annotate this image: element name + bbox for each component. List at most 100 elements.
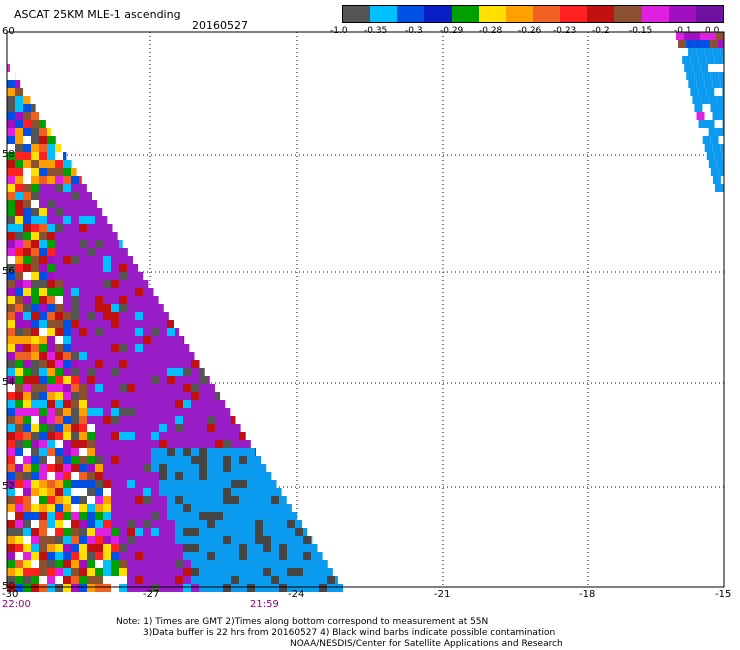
swath-cell [15, 136, 23, 144]
swath-cell [47, 176, 55, 184]
swath-cell [87, 296, 95, 304]
swath-cell [151, 392, 159, 400]
swath-cell [55, 288, 63, 296]
swath-cell [708, 64, 717, 72]
swath-cell [103, 368, 111, 376]
swath-cell [15, 520, 23, 528]
swath-cell [39, 296, 47, 304]
swath-cell [47, 480, 55, 488]
swath-cell [263, 464, 267, 472]
swath-cell [720, 48, 724, 56]
swath-cell [327, 584, 335, 592]
swath-cell [207, 400, 215, 408]
swath-cell [95, 432, 103, 440]
swath-cell [55, 168, 63, 176]
swath-cell [23, 304, 31, 312]
swath-cell [111, 584, 119, 592]
latitude-label: 52 [2, 481, 15, 492]
swath-cell [279, 552, 287, 560]
swath-cell [207, 416, 215, 424]
longitude-label: -21 [434, 589, 451, 600]
swath-cell [215, 544, 223, 552]
swath-cell [199, 568, 207, 576]
swath-cell [39, 312, 47, 320]
swath-cell [79, 584, 87, 592]
swath-cell [71, 512, 79, 520]
swath-cell [311, 576, 319, 584]
swath-cell [207, 560, 215, 568]
swath-cell [167, 376, 175, 384]
swath-cell [63, 568, 71, 576]
swath-cell [143, 464, 151, 472]
swath-cell [7, 72, 15, 80]
swath-cell [111, 568, 119, 576]
swath-cell [31, 296, 39, 304]
swath-cell [704, 144, 713, 152]
swath-cell [15, 544, 23, 552]
swath-cell [39, 400, 47, 408]
swath-cell [223, 576, 231, 584]
swath-cell [231, 464, 239, 472]
swath-cell [47, 152, 55, 160]
swath-cell [23, 376, 31, 384]
swath-cell [247, 480, 255, 488]
swath-cell [255, 504, 263, 512]
swath-cell [31, 456, 39, 464]
swath-cell [15, 160, 23, 168]
swath-cell [231, 480, 239, 488]
swath-cell [103, 264, 111, 272]
swath-cell [23, 176, 31, 184]
swath-cell [199, 376, 207, 384]
swath-cell [708, 96, 717, 104]
swath-cell [103, 296, 111, 304]
swath-cell [39, 128, 47, 136]
color-scale-segment [478, 6, 506, 22]
swath-cell [167, 536, 175, 544]
swath-cell [95, 272, 103, 280]
swath-cell [167, 552, 175, 560]
swath-cell [95, 344, 103, 352]
swath-cell [71, 448, 79, 456]
swath-cell [167, 512, 175, 520]
swath-cell [223, 544, 231, 552]
swath-cell [7, 392, 15, 400]
swath-cell [23, 528, 31, 536]
swath-cell [191, 424, 199, 432]
swath-cell [71, 464, 79, 472]
swath-cell [183, 384, 191, 392]
swath-cell [7, 88, 15, 96]
swath-cell [175, 392, 183, 400]
swath-cell [31, 392, 39, 400]
swath-cell [119, 520, 127, 528]
swath-cell [143, 376, 151, 384]
latitude-label: 50 [2, 581, 15, 592]
swath-cell [127, 344, 135, 352]
swath-cell [7, 352, 15, 360]
swath-cell [127, 448, 135, 456]
swath-cell [215, 408, 223, 416]
swath-cell [39, 304, 47, 312]
swath-cell [167, 312, 169, 320]
swath-cell [39, 256, 47, 264]
swath-cell [15, 560, 23, 568]
swath-cell [71, 376, 79, 384]
swath-cell [47, 304, 55, 312]
swath-cell [175, 496, 183, 504]
swath-cell [7, 184, 15, 192]
swath-cell [143, 344, 151, 352]
swath-cell [63, 464, 71, 472]
swath-cell [175, 384, 183, 392]
swath-cell [215, 496, 223, 504]
swath-cell [223, 424, 231, 432]
swath-cell [215, 472, 223, 480]
swath-cell [71, 528, 79, 536]
swath-cell [39, 560, 47, 568]
swath-cell [23, 416, 31, 424]
swath-cell [87, 264, 95, 272]
swath-cell [71, 304, 79, 312]
swath-cell [79, 520, 87, 528]
swath-cell [95, 392, 103, 400]
swath-cell [23, 400, 31, 408]
swath-cell [95, 584, 103, 592]
swath-cell [111, 536, 119, 544]
